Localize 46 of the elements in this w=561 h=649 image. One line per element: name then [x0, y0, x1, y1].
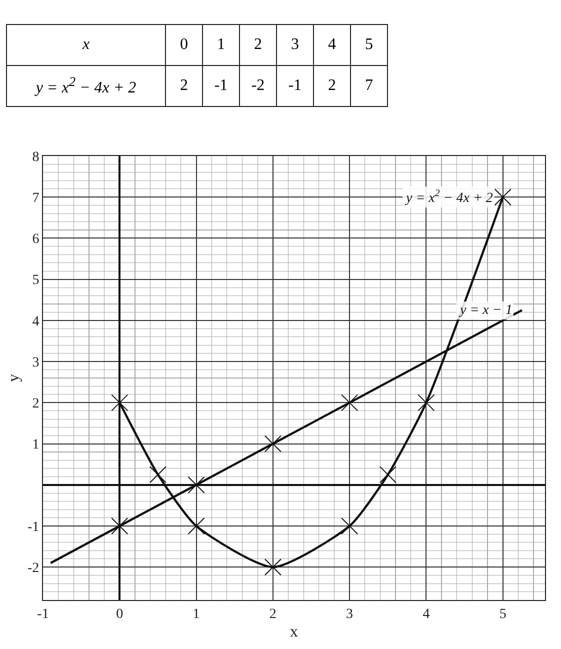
text: 3 [276, 24, 314, 66]
point [341, 394, 358, 412]
point [188, 476, 205, 494]
text: 0 [166, 24, 202, 66]
y-tick-label: 3 [32, 355, 40, 370]
y-tick-label: 2 [32, 396, 40, 412]
x-tick-label: 0 [116, 606, 124, 622]
x-tick-label: 1 [192, 606, 200, 622]
y-axis-title: y [5, 374, 22, 382]
annotation: y = x$^{2}$ − 4x + 2 [404, 188, 493, 206]
text: -2 [240, 66, 276, 106]
x-tick-label: 4 [422, 606, 430, 622]
y-tick-label: 4 [32, 314, 40, 330]
text: -1 [202, 66, 240, 106]
x-tick-label: 3 [346, 606, 354, 622]
text: 1 [202, 24, 240, 66]
point [341, 518, 358, 534]
text: y = x$^{2}$ − 4x + 2 [6, 66, 166, 106]
y-tick-label: -2 [28, 561, 40, 576]
point [418, 394, 435, 412]
y-tick-label: -1 [28, 520, 40, 535]
y-tick-label: 5 [32, 273, 40, 288]
x-tick-label: 5 [499, 606, 506, 622]
x-axis-title: x [290, 624, 298, 640]
text: 4 [314, 24, 350, 66]
point [111, 518, 128, 534]
annotation: y = x − 1 [458, 303, 512, 318]
text: 2 [314, 66, 350, 106]
point [264, 435, 282, 452]
y-tick-label: 7 [32, 191, 40, 206]
text: 5 [350, 24, 388, 66]
text: 2 [240, 24, 276, 66]
point [188, 518, 205, 534]
point [494, 188, 512, 206]
text: 2 [166, 66, 202, 106]
point [379, 466, 396, 484]
y-tick-label: 8 [32, 150, 40, 165]
point [149, 466, 166, 484]
x-tick-label: 2 [269, 606, 276, 622]
text: x [6, 24, 166, 66]
y-tick-label: 1 [32, 438, 40, 453]
text: 7 [350, 66, 388, 106]
point [111, 394, 128, 412]
text: -1 [276, 66, 314, 106]
y-tick-label: 6 [32, 232, 40, 248]
point [264, 558, 282, 576]
